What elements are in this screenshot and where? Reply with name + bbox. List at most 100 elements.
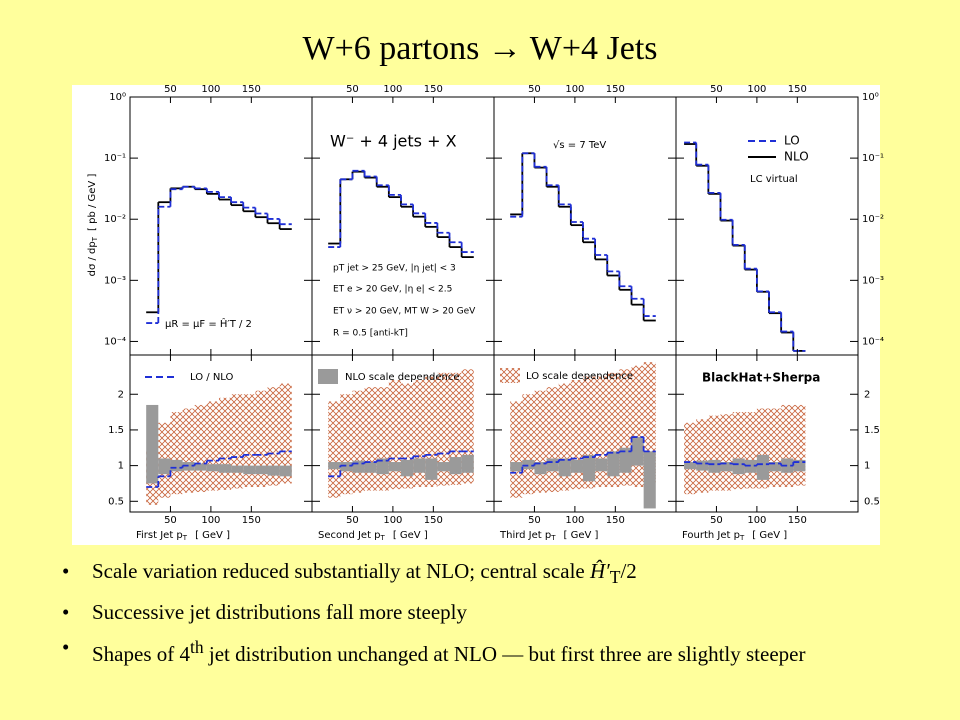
ratio-y-tick-label: 1.5 <box>864 425 880 436</box>
x-tick-label: 150 <box>606 515 625 526</box>
nlo-scale-band <box>413 458 426 473</box>
nlo-scale-band <box>546 458 559 472</box>
x-label-part: [ GeV ] <box>564 530 599 541</box>
legend-nlo: NLO <box>784 150 809 164</box>
bullet: Successive jet distributions fall more s… <box>62 599 922 626</box>
ratio-y-tick-label: 2 <box>118 389 124 400</box>
x-tick-label: 50 <box>528 515 541 526</box>
nlo-scale-band <box>732 458 745 475</box>
lo-scale-band <box>708 415 721 491</box>
nlo-scale-band <box>756 454 770 480</box>
lo-scale-band <box>328 401 341 498</box>
nlo-scale-band <box>400 459 414 477</box>
x-label-part: [ GeV ] <box>393 530 428 541</box>
nlo-scale-band <box>510 462 523 472</box>
x-tick-label: 150 <box>788 515 807 526</box>
y-axis-label: dσ / dpT[ pb / GeV ] <box>87 174 99 277</box>
lo-scale-band <box>732 412 745 490</box>
x-label-sub: T <box>380 534 386 542</box>
nlo-scale-band <box>558 458 571 477</box>
x-label-part: Fourth Jet p <box>682 530 740 541</box>
y-tick-label: 10⁻² <box>104 214 126 225</box>
nlo-scale-band <box>522 459 535 470</box>
x-axis-label: Third Jet pT [ GeV ] <box>499 530 599 542</box>
x-label-sub: T <box>182 534 188 542</box>
nlo-scale-band <box>769 462 782 472</box>
lo-scale-band <box>218 397 232 490</box>
nlo-scale-band <box>534 462 547 475</box>
lo-scale-band <box>720 414 733 491</box>
x-label-part: Second Jet p <box>318 530 381 541</box>
slide-title: W+6 partons → W+4 Jets <box>302 30 658 67</box>
nlo-scale-band <box>352 460 365 473</box>
x-tick-label: 100 <box>383 515 402 526</box>
lo-scale-band <box>684 422 697 495</box>
lo-scale-band <box>376 387 389 491</box>
lo-scale-band <box>170 412 183 495</box>
bullet: Scale variation reduced substantially at… <box>62 558 922 591</box>
y-tick-label: 10⁻⁴ <box>862 336 884 347</box>
nlo-scale-band <box>170 459 183 472</box>
ratio-y-tick-label: 2 <box>864 389 870 400</box>
nlo-scale-band <box>243 465 256 475</box>
nlo-scale-band <box>570 459 583 473</box>
lo-scale-band <box>793 404 806 486</box>
nlo-scale-band <box>206 464 219 472</box>
lo-scale-band <box>449 372 462 485</box>
cut-label: ET e > 20 GeV, |η e| < 2.5 <box>333 285 452 295</box>
nlo-scale-band <box>364 462 377 473</box>
x-tick-label: 50 <box>164 84 177 95</box>
legend-ratio: LO / NLO <box>190 372 234 383</box>
lo-scale-band <box>522 394 535 495</box>
nlo-scale-band <box>255 465 268 475</box>
legend-nlo-band: NLO scale dependence <box>345 372 460 383</box>
lo-scale-band <box>631 365 644 488</box>
lo-scale-band <box>364 387 377 491</box>
x-label-part: [ GeV ] <box>752 530 787 541</box>
lo-scale-band <box>340 394 353 495</box>
nlo-scale-band <box>607 451 620 477</box>
x-tick-label: 100 <box>747 515 766 526</box>
lo-scale-band <box>352 390 365 493</box>
nlo-scale-band <box>781 458 794 473</box>
virtual-label: LC virtual <box>750 174 798 185</box>
y-tick-label: 10⁻³ <box>104 275 126 286</box>
x-label-part: Third Jet p <box>499 530 551 541</box>
x-tick-label: 100 <box>201 515 220 526</box>
plots: 505010010015015010⁰10⁻¹10⁻²10⁻³10⁻⁴0.511… <box>104 84 884 542</box>
lo-scale-band <box>243 394 256 488</box>
nlo-scale-band <box>376 458 389 475</box>
x-label-part: [ GeV ] <box>195 530 230 541</box>
lo-scale-band <box>769 408 782 488</box>
x-tick-label: 100 <box>565 84 584 95</box>
nlo-scale-band <box>231 465 244 473</box>
nlo-scale-band <box>793 459 806 472</box>
ratio-y-tick-label: 1 <box>864 461 870 472</box>
cut-label: R = 0.5 [anti-kT] <box>333 329 408 339</box>
nlo-scale-band <box>146 404 159 484</box>
x-axis-label: Fourth Jet pT [ GeV ] <box>682 530 787 542</box>
nlo-scale-band <box>631 437 644 466</box>
legend-lo-band-swatch <box>500 368 520 383</box>
x-tick-label: 100 <box>201 84 220 95</box>
lo-scale-band <box>206 401 219 491</box>
x-tick-label: 50 <box>710 84 723 95</box>
x-tick-label: 150 <box>242 515 261 526</box>
nlo-scale-band <box>182 462 195 471</box>
ratio-y-tick-label: 0.5 <box>108 496 124 507</box>
bullet: Shapes of 4th jet distribution unchanged… <box>62 634 922 668</box>
nlo-scale-band <box>582 454 596 482</box>
nlo-scale-band <box>696 460 709 471</box>
legend-lo-band: LO scale dependence <box>526 371 633 382</box>
lo-scale-band <box>388 379 401 490</box>
process-label: W⁻ + 4 jets + X <box>330 132 457 151</box>
nlo-scale-band <box>425 458 438 480</box>
x-tick-label: 150 <box>242 84 261 95</box>
lo-scale-band <box>510 401 523 498</box>
legend-nlo-band-swatch <box>318 369 338 384</box>
energy-label: √s = 7 TeV <box>553 140 606 151</box>
nlo-scale-band <box>684 462 697 470</box>
y-tick-label: 10⁻⁴ <box>104 336 126 347</box>
